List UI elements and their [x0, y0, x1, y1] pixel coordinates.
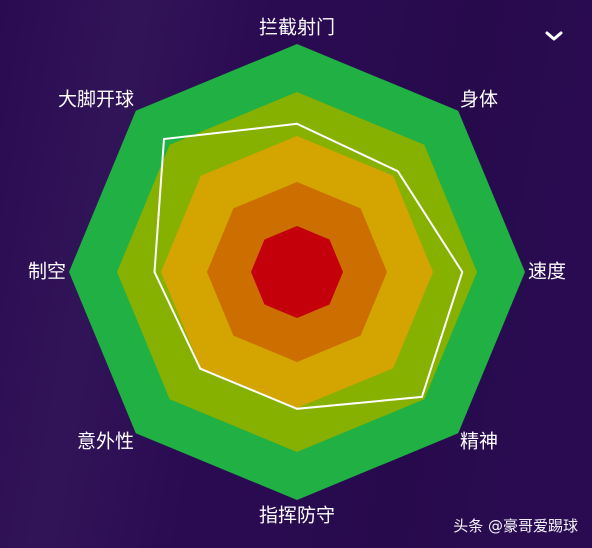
axis-label-1: 身体	[460, 89, 498, 111]
axis-label-4: 指挥防守	[259, 505, 335, 527]
band-core	[251, 226, 343, 318]
radar-bands	[69, 44, 525, 500]
axis-label-6: 制空	[28, 261, 66, 283]
chevron-down-icon[interactable]	[542, 26, 566, 46]
axis-label-0: 拦截射门	[259, 17, 335, 39]
axis-label-7: 大脚开球	[58, 89, 134, 111]
axis-label-3: 精神	[460, 431, 498, 453]
axis-label-5: 意外性	[77, 431, 134, 453]
series-line-0	[153, 122, 464, 410]
radar-series	[153, 122, 464, 410]
axis-label-2: 速度	[528, 261, 566, 283]
watermark: 头条 @豪哥爱踢球	[453, 517, 578, 535]
